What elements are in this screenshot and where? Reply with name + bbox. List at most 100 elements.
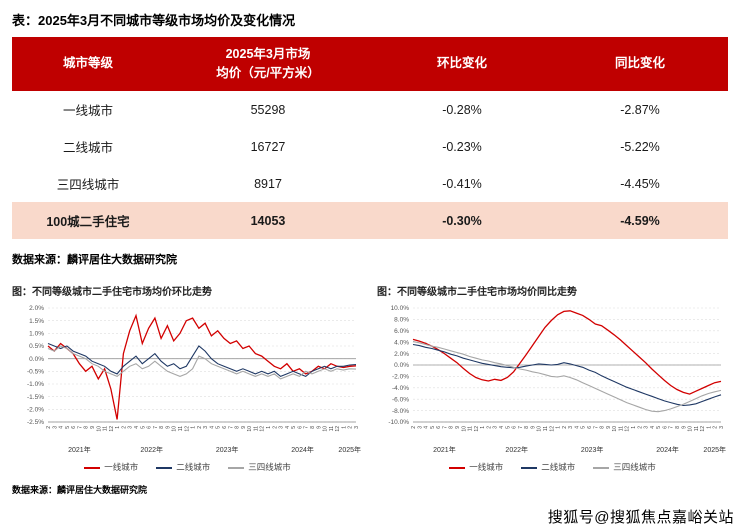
svg-text:12: 12 <box>625 426 631 432</box>
svg-text:11: 11 <box>103 426 109 431</box>
svg-text:11: 11 <box>618 426 624 431</box>
svg-text:2: 2 <box>486 426 492 429</box>
yoy-cell: -4.59% <box>552 202 728 239</box>
svg-text:3: 3 <box>568 426 574 429</box>
svg-text:5: 5 <box>505 426 511 429</box>
svg-text:8: 8 <box>310 426 316 429</box>
svg-text:6: 6 <box>222 426 228 429</box>
svg-text:8: 8 <box>84 426 90 429</box>
svg-text:1.0%: 1.0% <box>29 331 44 338</box>
legend-item: 三四线城市 <box>228 461 291 473</box>
svg-text:1: 1 <box>191 426 197 429</box>
svg-text:12: 12 <box>335 426 341 432</box>
svg-text:2024年: 2024年 <box>291 445 314 454</box>
svg-text:9: 9 <box>606 426 612 429</box>
svg-text:4: 4 <box>285 426 291 429</box>
legend-line-swatch <box>156 466 173 469</box>
svg-text:12: 12 <box>700 426 706 432</box>
svg-text:0.0%: 0.0% <box>29 356 44 363</box>
svg-text:5: 5 <box>216 426 222 429</box>
col-header-yoy: 同比变化 <box>552 37 728 91</box>
svg-text:1: 1 <box>480 426 486 429</box>
svg-text:5: 5 <box>430 426 436 429</box>
svg-text:1: 1 <box>266 426 272 429</box>
svg-text:0.5%: 0.5% <box>29 343 44 350</box>
svg-text:10: 10 <box>172 426 178 432</box>
svg-text:5: 5 <box>656 426 662 429</box>
svg-text:7: 7 <box>153 426 159 429</box>
svg-text:5: 5 <box>291 426 297 429</box>
svg-text:2: 2 <box>46 426 52 429</box>
svg-text:1: 1 <box>631 426 637 429</box>
svg-text:1.5%: 1.5% <box>29 318 44 325</box>
svg-text:-1.5%: -1.5% <box>27 394 44 401</box>
svg-text:1: 1 <box>556 426 562 429</box>
tier-cell: 三四线城市 <box>56 178 120 192</box>
svg-text:2021年: 2021年 <box>433 445 456 454</box>
svg-text:8: 8 <box>675 426 681 429</box>
svg-text:3: 3 <box>203 426 209 429</box>
svg-text:10: 10 <box>537 426 543 432</box>
svg-text:4.0%: 4.0% <box>394 339 409 346</box>
svg-text:10: 10 <box>612 426 618 432</box>
svg-text:6: 6 <box>297 426 303 429</box>
svg-text:4: 4 <box>134 426 140 429</box>
mom-chart-source: 数据来源：麟评居住大数据研究院 <box>12 485 148 495</box>
svg-text:8.0%: 8.0% <box>394 317 409 324</box>
svg-text:3: 3 <box>128 426 134 429</box>
svg-text:3: 3 <box>354 426 360 429</box>
svg-text:11: 11 <box>694 426 700 431</box>
svg-text:3: 3 <box>279 426 285 429</box>
chart-svg: 10.0% 8.0% 6.0% 4.0% 2.0% 0.0% -2.0% -4.0% -6.0%… <box>388 305 726 454</box>
svg-text:10.0%: 10.0% <box>391 305 410 312</box>
mom-chart-canvas: 2.0% 1.5% 1.0% 0.5% 0.0% -0.5% -1.0% -1.5% -2.0%… <box>12 300 362 458</box>
svg-text:9: 9 <box>530 426 536 429</box>
svg-text:10: 10 <box>688 426 694 432</box>
svg-text:8: 8 <box>235 426 241 429</box>
svg-text:8: 8 <box>449 426 455 429</box>
svg-text:8: 8 <box>524 426 530 429</box>
legend-item: 二线城市 <box>521 461 575 473</box>
yoy-chart: 图：不同等级城市二手住宅市场均价同比走势 10.0% 8.0% 6.0% 4.0% 2.… <box>377 283 728 496</box>
svg-text:3: 3 <box>644 426 650 429</box>
svg-text:2: 2 <box>562 426 568 429</box>
svg-text:12: 12 <box>109 426 115 432</box>
legend-line-swatch <box>521 466 538 469</box>
mom-chart: 图：不同等级城市二手住宅市场均价环比走势 2.0% 1.5% 1.0% 0.5% 0.0… <box>12 283 363 496</box>
svg-text:3: 3 <box>417 426 423 429</box>
table-row: 二线城市 16727 -0.23% -5.22% <box>12 128 728 165</box>
mom-cell: -0.41% <box>442 176 482 191</box>
price-cell: 16727 <box>250 139 286 154</box>
tier-cell: 100城二手住宅 <box>12 202 164 239</box>
svg-text:2024年: 2024年 <box>656 445 679 454</box>
svg-text:-10.0%: -10.0% <box>388 419 409 426</box>
svg-text:2: 2 <box>411 426 417 429</box>
svg-text:7: 7 <box>228 426 234 429</box>
svg-text:8: 8 <box>159 426 165 429</box>
legend-line-swatch <box>449 466 466 469</box>
yoy-cell: -2.87% <box>620 102 660 117</box>
svg-text:-0.5%: -0.5% <box>27 369 44 376</box>
svg-text:2023年: 2023年 <box>581 445 604 454</box>
yoy-chart-canvas: 10.0% 8.0% 6.0% 4.0% 2.0% 0.0% -2.0% -4.0% -6.0%… <box>377 300 727 458</box>
svg-text:5: 5 <box>581 426 587 429</box>
svg-text:7: 7 <box>442 426 448 429</box>
svg-text:10: 10 <box>323 426 329 432</box>
price-header-line1: 2025年3月市场 <box>225 46 311 61</box>
svg-text:7: 7 <box>77 426 83 429</box>
svg-text:-2.0%: -2.0% <box>27 407 44 414</box>
svg-text:11: 11 <box>543 426 549 431</box>
svg-text:9: 9 <box>681 426 687 429</box>
svg-text:9: 9 <box>455 426 461 429</box>
yoy-chart-legend: 一线城市 二线城市 三四线城市 <box>377 461 728 473</box>
svg-text:4: 4 <box>499 426 505 429</box>
svg-text:2025年: 2025年 <box>338 445 361 454</box>
svg-text:2: 2 <box>637 426 643 429</box>
svg-text:6: 6 <box>436 426 442 429</box>
price-cell: 8917 <box>254 176 282 191</box>
svg-text:2.0%: 2.0% <box>394 351 409 358</box>
col-header-tier: 城市等级 <box>12 37 164 91</box>
svg-text:11: 11 <box>178 426 184 431</box>
svg-text:9: 9 <box>241 426 247 429</box>
mom-cell: -0.30% <box>372 202 552 239</box>
